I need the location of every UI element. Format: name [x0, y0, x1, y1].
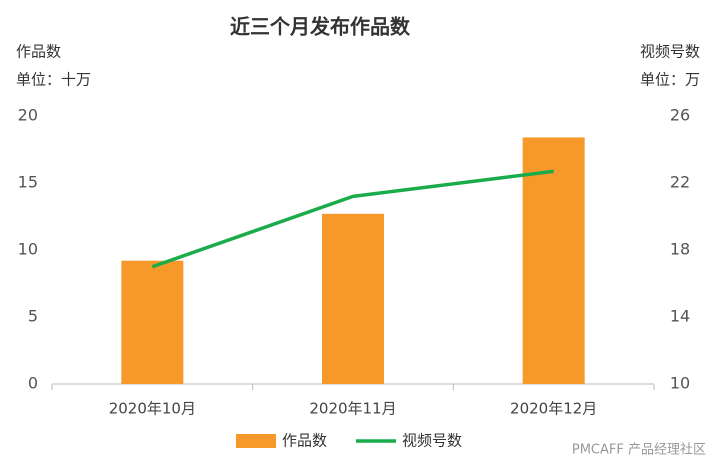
y-tick-label: 15: [18, 173, 38, 192]
legend-label: 作品数: [282, 432, 327, 450]
y-tick-label: 20: [18, 106, 38, 125]
y-axis-label: 作品数: [16, 43, 61, 61]
bar: [121, 260, 184, 384]
line: [151, 169, 554, 269]
y-axis-unit: 单位：十万: [16, 71, 91, 89]
chart-title: 近三个月发布作品数: [230, 15, 411, 39]
y2-tick-label: 18: [670, 240, 690, 259]
bar: [322, 213, 384, 384]
y-tick-label: 0: [28, 374, 38, 393]
y2-axis-label: 视频号数: [640, 43, 700, 61]
y-tick-label: 10: [18, 240, 38, 259]
x-tick-label: 2020年11月: [309, 400, 396, 418]
x-tick-label: 2020年10月: [109, 400, 196, 418]
y2-tick-label: 10: [670, 374, 690, 393]
y2-tick-label: 14: [670, 307, 690, 326]
legend-label: 视频号数: [402, 432, 462, 450]
y2-tick-label: 22: [670, 173, 690, 192]
y2-axis-unit: 单位：万: [640, 71, 700, 89]
x-tick-label: 2020年12月: [510, 400, 597, 418]
y-tick-label: 5: [28, 307, 38, 326]
legend-swatch: [236, 434, 276, 448]
y2-tick-label: 26: [670, 106, 690, 125]
bar: [522, 137, 585, 384]
source: PMCAFF 产品经理社区: [572, 442, 706, 458]
